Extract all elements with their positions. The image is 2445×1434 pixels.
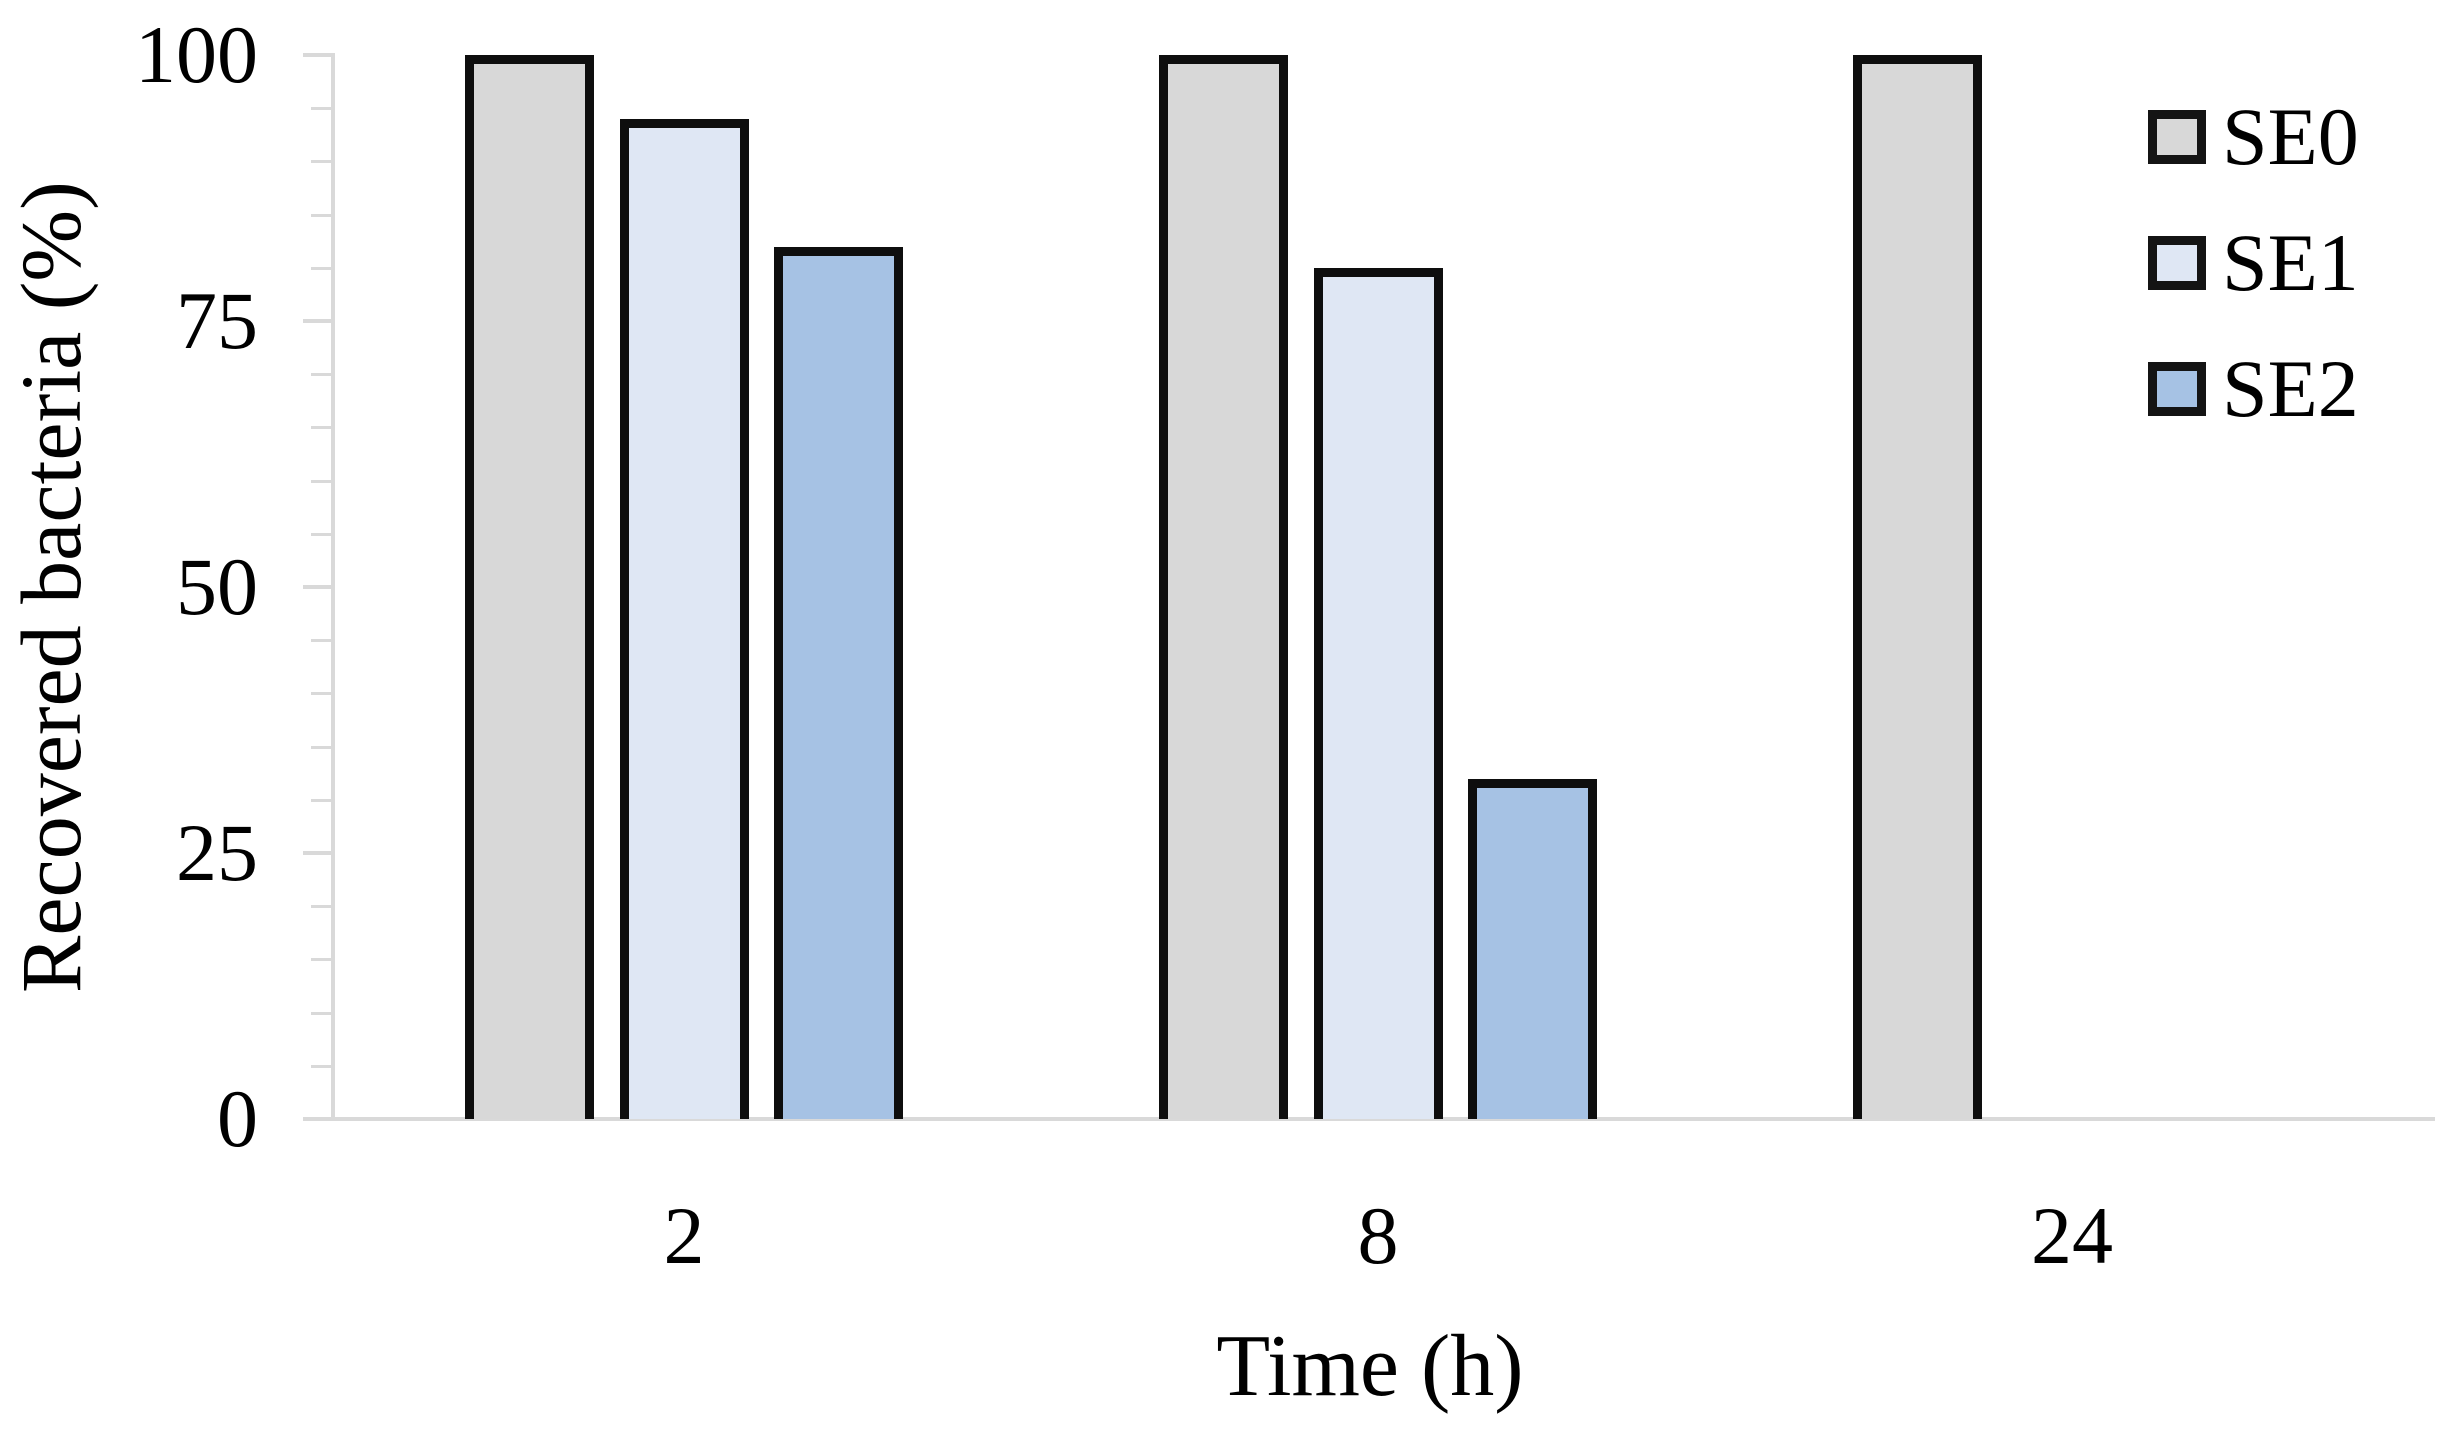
y-axis-line — [331, 53, 335, 1121]
legend-label: SE0 — [2222, 91, 2359, 182]
y-tick-minor — [311, 692, 333, 696]
legend-item-se2: SE2 — [2148, 348, 2359, 430]
bar-se0-t2 — [465, 55, 594, 1119]
y-tick-label: 0 — [217, 1073, 258, 1164]
legend-swatch-se1 — [2148, 236, 2206, 290]
legend-item-se0: SE0 — [2148, 96, 2359, 178]
y-tick-minor — [311, 639, 333, 643]
y-tick-minor — [311, 905, 333, 909]
bar-se1-t8 — [1313, 267, 1443, 1119]
bar-se0-t24 — [1853, 55, 1982, 1119]
y-tick-minor — [311, 479, 333, 483]
x-axis-line — [303, 1117, 2435, 1121]
legend-item-se1: SE1 — [2148, 222, 2359, 304]
y-tick-label: 50 — [176, 541, 258, 632]
legend-swatch-se0 — [2148, 110, 2206, 164]
x-tick-label: 2 — [663, 1190, 705, 1281]
y-tick-minor — [311, 266, 333, 270]
y-tick-label: 75 — [176, 275, 258, 366]
y-tick-minor — [311, 745, 333, 749]
y-tick-major — [303, 585, 333, 589]
y-tick-major — [303, 53, 333, 57]
x-tick-label: 8 — [1357, 1190, 1399, 1281]
bar-se2-t8 — [1468, 778, 1597, 1119]
legend-label: SE2 — [2222, 343, 2359, 434]
y-tick-major — [303, 1117, 333, 1121]
y-tick-minor — [311, 958, 333, 962]
bar-se0-t8 — [1159, 55, 1288, 1119]
x-tick-label: 24 — [2031, 1190, 2113, 1281]
y-tick-major — [303, 319, 333, 323]
y-tick-minor — [311, 798, 333, 802]
y-tick-minor — [311, 373, 333, 377]
bar-se2-t2 — [774, 246, 903, 1119]
legend: SE0 SE1 SE2 — [2148, 96, 2359, 474]
y-tick-minor — [311, 160, 333, 164]
y-tick-minor — [311, 426, 333, 430]
y-tick-minor — [311, 213, 333, 217]
x-axis-title: Time (h) — [1216, 1318, 1524, 1415]
bar-se1-t2 — [619, 118, 749, 1119]
y-tick-minor — [311, 107, 333, 111]
legend-swatch-se2 — [2148, 362, 2206, 416]
legend-label: SE1 — [2222, 217, 2359, 308]
y-tick-label: 100 — [135, 9, 258, 100]
y-tick-minor — [311, 532, 333, 536]
y-tick-minor — [311, 1064, 333, 1068]
y-tick-label: 25 — [176, 807, 258, 898]
y-tick-major — [303, 851, 333, 855]
y-tick-minor — [311, 1011, 333, 1015]
